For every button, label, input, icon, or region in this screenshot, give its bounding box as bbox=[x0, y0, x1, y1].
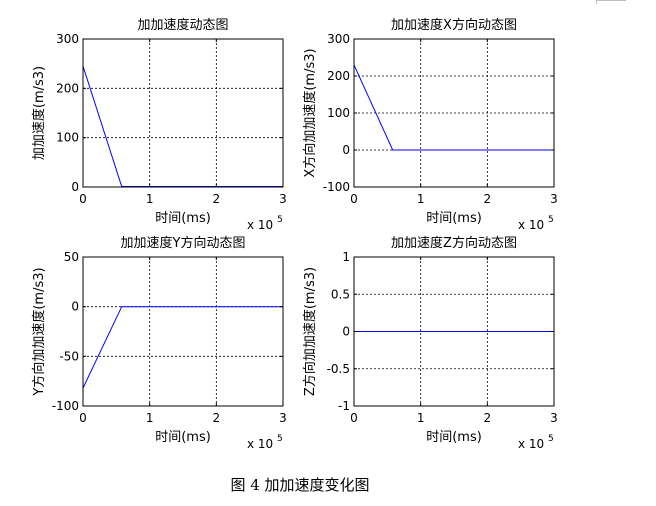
corner-mark bbox=[596, 0, 626, 1]
series-line-1 bbox=[82, 306, 283, 389]
chart-title: 加加速度X方向动态图 bbox=[391, 17, 517, 33]
chart-title: 加加速度Z方向动态图 bbox=[391, 235, 517, 251]
y-tick-label: 100 bbox=[56, 131, 79, 145]
y-tick-label: 1 bbox=[342, 250, 350, 264]
chart-panel-2: 0 1 2 3-1000100200300加加速度X方向动态图时间(ms)X方向加加速… bbox=[302, 17, 558, 232]
x-exponent-power: 5 bbox=[277, 215, 283, 225]
y-tick-label: 100 bbox=[327, 106, 350, 120]
x-tick-label: 2 bbox=[484, 411, 492, 425]
x-tick-label: 2 bbox=[213, 411, 221, 425]
y-tick-label: 300 bbox=[56, 32, 79, 46]
x-exponent-power: 5 bbox=[277, 434, 283, 444]
x-tick-label: 3 bbox=[279, 192, 287, 206]
y-tick-label: -100 bbox=[323, 180, 350, 194]
y-tick-label: 200 bbox=[327, 69, 350, 83]
y-tick-label: 50 bbox=[64, 250, 79, 264]
x-tick-label: 0 bbox=[350, 411, 358, 425]
x-exponent-label: x 10 bbox=[247, 218, 273, 232]
y-tick-label: 200 bbox=[56, 81, 79, 95]
x-axis-label: 时间(ms) bbox=[426, 211, 482, 226]
x-tick-label: 1 bbox=[146, 192, 154, 206]
x-exponent-label: x 10 bbox=[247, 437, 273, 451]
series-line-1 bbox=[353, 64, 554, 151]
axes-box bbox=[82, 38, 284, 188]
y-tick-label: -0.5 bbox=[327, 362, 350, 376]
y-axis-label: Y方向加加速度(m/s3) bbox=[31, 267, 47, 396]
plot-area bbox=[83, 257, 283, 406]
y-tick-label: 0 bbox=[71, 180, 79, 194]
x-axis-label: 时间(ms) bbox=[155, 430, 211, 445]
y-tick-label: 0.5 bbox=[331, 287, 350, 301]
x-tick-label: 2 bbox=[213, 192, 221, 206]
y-tick-label: 0 bbox=[71, 300, 79, 314]
y-tick-label: 0 bbox=[342, 325, 350, 339]
corner-mark-tick bbox=[596, 0, 597, 4]
x-axis-label: 时间(ms) bbox=[155, 211, 211, 226]
x-exponent-label: x 10 bbox=[518, 218, 544, 232]
x-exponent-label: x 10 bbox=[518, 437, 544, 451]
x-tick-label: 0 bbox=[79, 192, 87, 206]
x-axis-label: 时间(ms) bbox=[426, 430, 482, 445]
y-tick-label: 300 bbox=[327, 32, 350, 46]
chart-title: 加加速度动态图 bbox=[137, 17, 228, 33]
figure-caption: 图 4 加加速度变化图 bbox=[230, 476, 370, 494]
x-tick-label: 1 bbox=[417, 192, 425, 206]
y-tick-label: -1 bbox=[338, 399, 350, 413]
x-tick-label: 0 bbox=[79, 411, 87, 425]
x-tick-label: 1 bbox=[417, 411, 425, 425]
x-tick-label: 3 bbox=[550, 411, 558, 425]
x-exponent-power: 5 bbox=[548, 434, 554, 444]
y-axis-label: X方向加加速度(m/s3) bbox=[302, 48, 318, 177]
x-exponent-power: 5 bbox=[548, 215, 554, 225]
plot-area bbox=[83, 39, 283, 187]
x-tick-label: 0 bbox=[350, 192, 358, 206]
x-tick-label: 2 bbox=[484, 192, 492, 206]
axes-box bbox=[82, 256, 284, 407]
y-tick-label: 0 bbox=[342, 143, 350, 157]
x-tick-label: 3 bbox=[550, 192, 558, 206]
chart-title: 加加速度Y方向动态图 bbox=[121, 235, 246, 251]
y-axis-label: 加加速度(m/s3) bbox=[31, 66, 47, 160]
x-tick-label: 3 bbox=[279, 411, 287, 425]
x-tick-label: 1 bbox=[146, 411, 154, 425]
y-axis-label: Z方向加加速度(m/s3) bbox=[302, 267, 318, 396]
y-tick-label: -100 bbox=[52, 399, 79, 413]
y-tick-label: -50 bbox=[59, 349, 79, 363]
